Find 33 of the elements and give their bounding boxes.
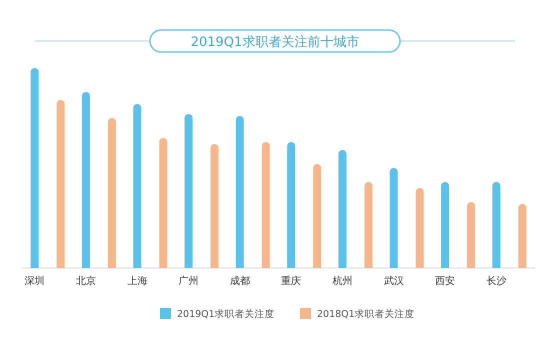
x-tick-label: 广州 xyxy=(178,275,199,287)
x-tick-label: 重庆 xyxy=(281,275,302,287)
bar xyxy=(30,68,39,268)
x-tick-label: 杭州 xyxy=(331,275,352,287)
chart-title: 2019Q1求职者关注前十城市 xyxy=(190,35,360,50)
bar xyxy=(159,138,168,268)
bar xyxy=(492,182,500,268)
legend-label: 2018Q1求职者关注度 xyxy=(317,308,415,320)
bar xyxy=(82,92,90,268)
bar xyxy=(262,142,270,268)
bar xyxy=(133,104,142,268)
x-tick-label: 上海 xyxy=(127,275,148,287)
bar xyxy=(236,116,244,268)
bar xyxy=(441,182,450,268)
bar xyxy=(518,204,526,268)
bar xyxy=(390,168,398,268)
bar xyxy=(210,144,219,268)
legend-label: 2019Q1求职者关注度 xyxy=(177,308,275,320)
x-tick-label: 成都 xyxy=(230,275,250,287)
bar xyxy=(338,150,346,268)
bar xyxy=(184,114,193,268)
bar xyxy=(56,100,65,268)
x-tick-label: 长沙 xyxy=(486,275,506,287)
bar xyxy=(467,202,476,268)
x-tick-label: 西安 xyxy=(435,275,456,287)
bar xyxy=(364,182,372,268)
x-tick-label: 北京 xyxy=(76,275,96,287)
bar xyxy=(287,142,296,268)
bar xyxy=(108,118,116,268)
x-tick-label: 深圳 xyxy=(24,275,45,287)
bar xyxy=(416,188,424,268)
x-tick-label: 武汉 xyxy=(384,275,404,287)
bar xyxy=(313,164,322,268)
